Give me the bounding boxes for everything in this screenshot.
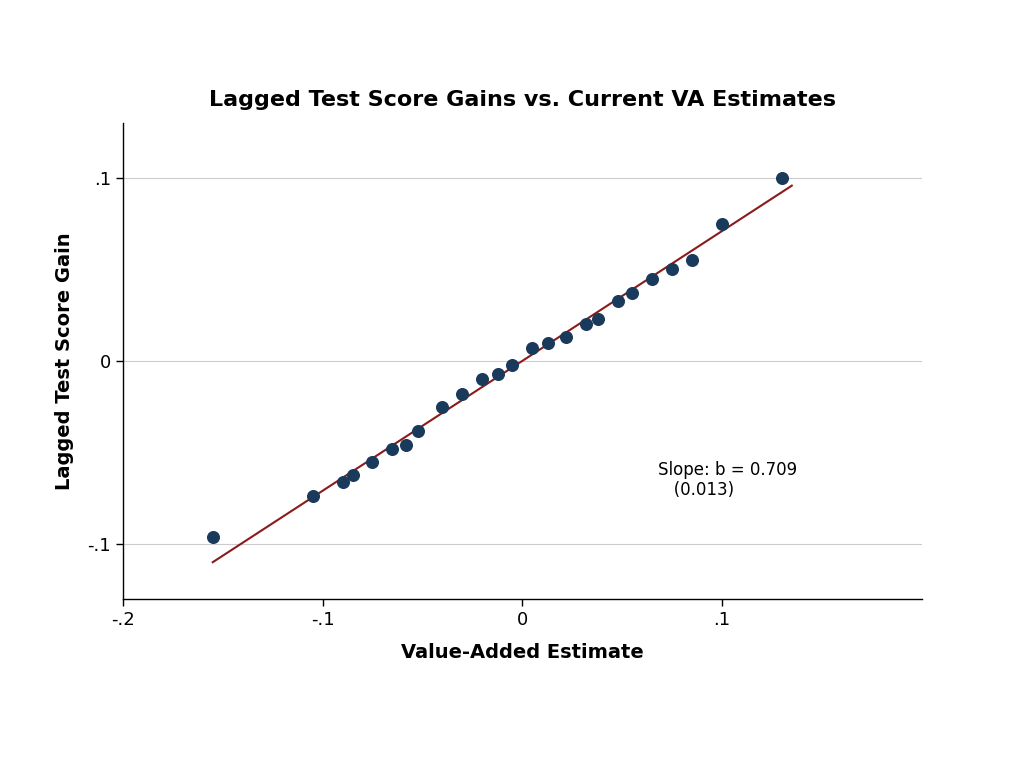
Point <box>344 468 360 481</box>
Point <box>610 294 627 306</box>
Point <box>590 313 606 325</box>
Point <box>504 359 520 371</box>
Point <box>455 388 471 400</box>
Point <box>540 336 556 349</box>
Point <box>205 531 221 543</box>
Point <box>664 263 680 276</box>
Point <box>334 475 350 488</box>
Point <box>774 172 791 184</box>
Point <box>578 318 594 330</box>
Point <box>304 490 321 502</box>
Title: Lagged Test Score Gains vs. Current VA Estimates: Lagged Test Score Gains vs. Current VA E… <box>209 90 836 111</box>
Point <box>558 331 574 343</box>
Point <box>684 254 700 266</box>
Point <box>490 368 507 380</box>
X-axis label: Value-Added Estimate: Value-Added Estimate <box>400 643 644 662</box>
Point <box>714 217 730 230</box>
Point <box>411 425 427 437</box>
Point <box>365 455 381 468</box>
Point <box>384 442 400 455</box>
Y-axis label: Lagged Test Score Gain: Lagged Test Score Gain <box>54 232 74 490</box>
Point <box>624 287 640 300</box>
Point <box>474 373 490 386</box>
Point <box>524 342 541 354</box>
Text: Slope: b = 0.709
   (0.013): Slope: b = 0.709 (0.013) <box>658 461 797 499</box>
Point <box>434 401 451 413</box>
Point <box>644 273 660 285</box>
Point <box>398 439 415 452</box>
